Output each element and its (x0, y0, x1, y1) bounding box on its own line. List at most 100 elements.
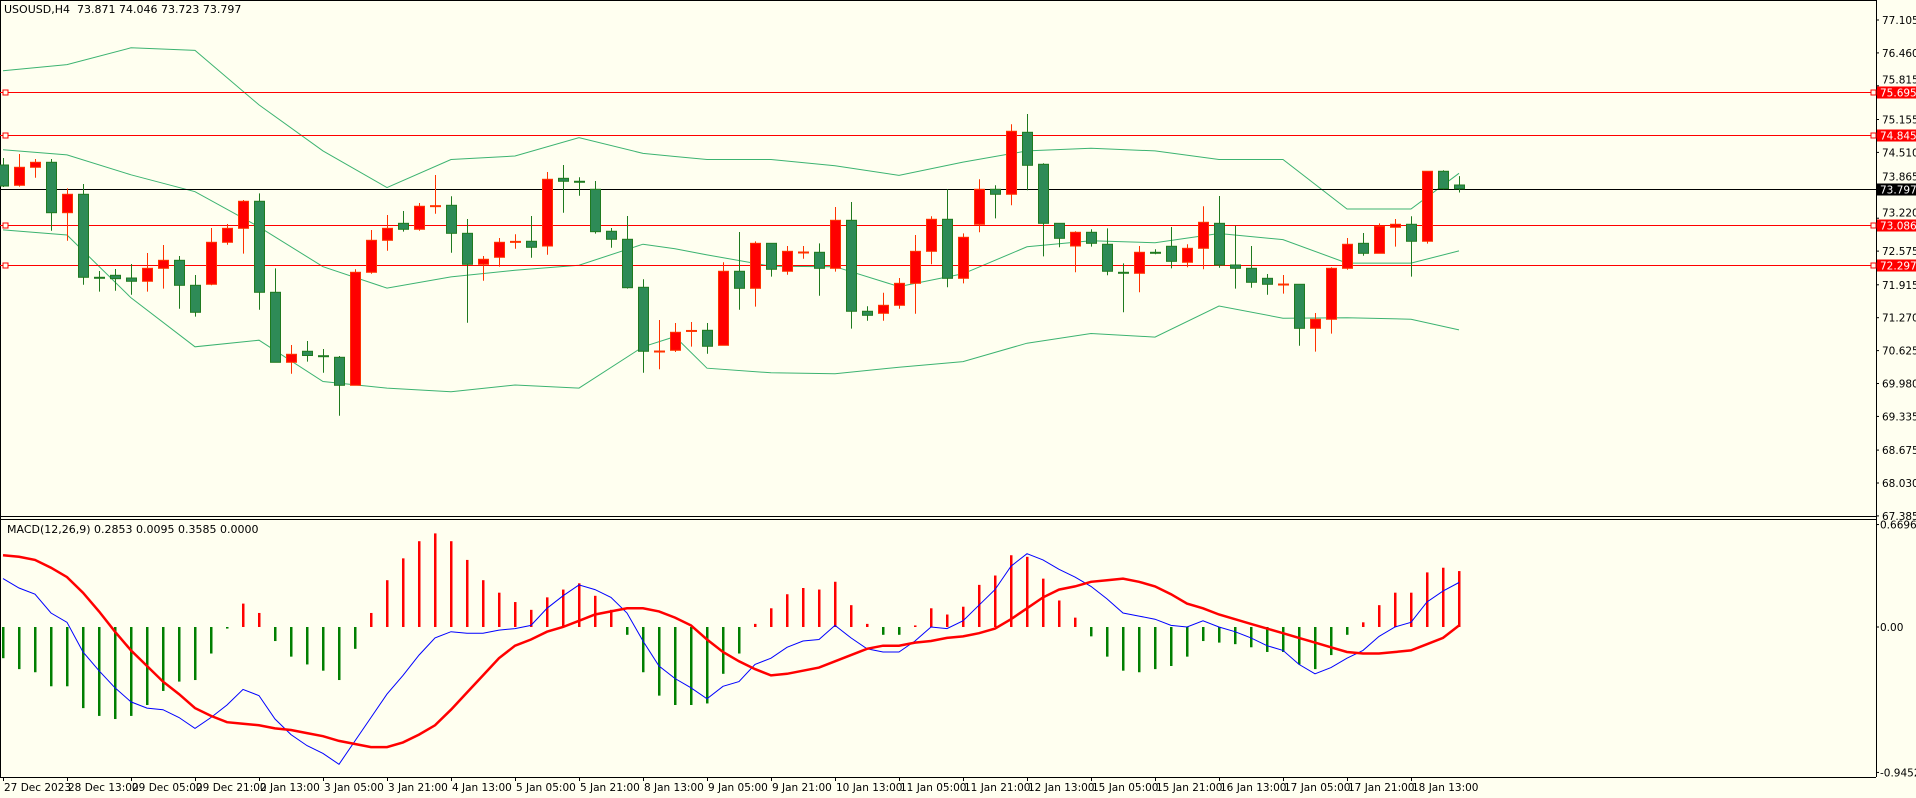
bear-candle[interactable] (766, 242, 777, 277)
bear-candle[interactable] (94, 270, 105, 292)
bull-candle[interactable] (718, 262, 729, 346)
bear-candle[interactable] (398, 211, 409, 232)
bull-candle[interactable] (750, 241, 761, 307)
bear-candle[interactable] (1022, 113, 1033, 191)
bull-candle[interactable] (1134, 246, 1145, 293)
bull-candle[interactable] (238, 199, 249, 254)
level-anchor-handle[interactable] (2, 132, 9, 139)
bear-candle[interactable] (270, 268, 281, 363)
bear-candle[interactable] (1038, 163, 1049, 257)
bear-candle[interactable] (1150, 249, 1161, 255)
bull-candle[interactable] (478, 256, 489, 281)
bear-candle[interactable] (1262, 273, 1273, 295)
bear-candle[interactable] (318, 348, 329, 373)
level-anchor-handle[interactable] (1870, 89, 1877, 96)
bear-candle[interactable] (254, 193, 265, 310)
bear-candle[interactable] (622, 216, 633, 289)
bear-candle[interactable] (846, 201, 857, 329)
bull-candle[interactable] (686, 321, 697, 347)
bull-candle[interactable] (430, 174, 441, 214)
bull-candle[interactable] (14, 153, 25, 187)
bear-candle[interactable] (1118, 263, 1129, 313)
bull-candle[interactable] (670, 323, 681, 352)
bear-candle[interactable] (734, 231, 745, 310)
bear-candle[interactable] (1294, 283, 1305, 346)
bear-candle[interactable] (174, 256, 185, 309)
bear-candle[interactable] (126, 263, 137, 295)
bull-candle[interactable] (1278, 274, 1289, 294)
bull-candle[interactable] (1374, 223, 1385, 254)
bull-candle[interactable] (206, 228, 217, 286)
bull-candle[interactable] (494, 238, 505, 267)
bear-candle[interactable] (558, 164, 569, 213)
bull-candle[interactable] (382, 214, 393, 251)
bull-candle[interactable] (798, 246, 809, 259)
bull-candle[interactable] (142, 253, 153, 292)
bull-candle[interactable] (910, 234, 921, 314)
bull-candle[interactable] (782, 246, 793, 275)
bull-candle[interactable] (222, 223, 233, 245)
bear-candle[interactable] (110, 268, 121, 291)
bear-candle[interactable] (862, 306, 873, 321)
bull-candle[interactable] (958, 233, 969, 284)
bear-candle[interactable] (78, 183, 89, 285)
bull-candle[interactable] (1326, 267, 1337, 334)
bull-candle[interactable] (926, 216, 937, 265)
bull-candle[interactable] (1182, 244, 1193, 268)
bull-candle[interactable] (1070, 231, 1081, 273)
bull-candle[interactable] (510, 234, 521, 249)
bear-candle[interactable] (46, 158, 57, 231)
bear-candle[interactable] (1054, 222, 1065, 248)
bull-candle[interactable] (1390, 218, 1401, 247)
bear-candle[interactable] (1438, 170, 1449, 190)
bear-candle[interactable] (302, 341, 313, 362)
bear-candle[interactable] (638, 279, 649, 373)
bull-candle[interactable] (894, 278, 905, 309)
bull-candle[interactable] (414, 203, 425, 231)
level-anchor-handle[interactable] (1870, 262, 1877, 269)
bear-candle[interactable] (1246, 246, 1257, 288)
bull-candle[interactable] (1006, 124, 1017, 206)
bull-candle[interactable] (542, 171, 553, 255)
bull-candle[interactable] (974, 179, 985, 233)
bear-candle[interactable] (942, 189, 953, 288)
level-anchor-handle[interactable] (2, 262, 9, 269)
bear-candle[interactable] (1102, 228, 1113, 276)
level-anchor-handle[interactable] (1870, 132, 1877, 139)
bull-candle[interactable] (62, 188, 73, 241)
level-anchor-handle[interactable] (2, 222, 9, 229)
bear-candle[interactable] (446, 196, 457, 253)
level-anchor-handle[interactable] (2, 89, 9, 96)
bull-candle[interactable] (286, 344, 297, 374)
bull-candle[interactable] (350, 269, 361, 386)
bull-candle[interactable] (1342, 238, 1353, 270)
bear-candle[interactable] (1166, 226, 1177, 269)
bull-candle[interactable] (654, 319, 665, 370)
bull-candle[interactable] (830, 206, 841, 272)
bear-candle[interactable] (0, 158, 9, 187)
bear-candle[interactable] (1358, 233, 1369, 256)
bull-candle[interactable] (30, 158, 41, 178)
bear-candle[interactable] (574, 177, 585, 196)
bull-candle[interactable] (1422, 170, 1433, 244)
bull-candle[interactable] (1198, 206, 1209, 270)
bear-candle[interactable] (590, 181, 601, 234)
bear-candle[interactable] (190, 274, 201, 317)
bear-candle[interactable] (1406, 216, 1417, 277)
bull-candle[interactable] (878, 292, 889, 321)
bull-candle[interactable] (158, 244, 169, 289)
bear-candle[interactable] (462, 218, 473, 323)
bear-candle[interactable] (1086, 229, 1097, 247)
bear-candle[interactable] (702, 323, 713, 354)
bear-candle[interactable] (1454, 176, 1465, 193)
bear-candle[interactable] (1230, 225, 1241, 289)
bull-candle[interactable] (1310, 313, 1321, 352)
bear-candle[interactable] (606, 228, 617, 248)
bear-candle[interactable] (526, 216, 537, 258)
bear-candle[interactable] (990, 185, 1001, 219)
bull-candle[interactable] (366, 229, 377, 274)
bear-candle[interactable] (1214, 196, 1225, 268)
level-anchor-handle[interactable] (1870, 222, 1877, 229)
